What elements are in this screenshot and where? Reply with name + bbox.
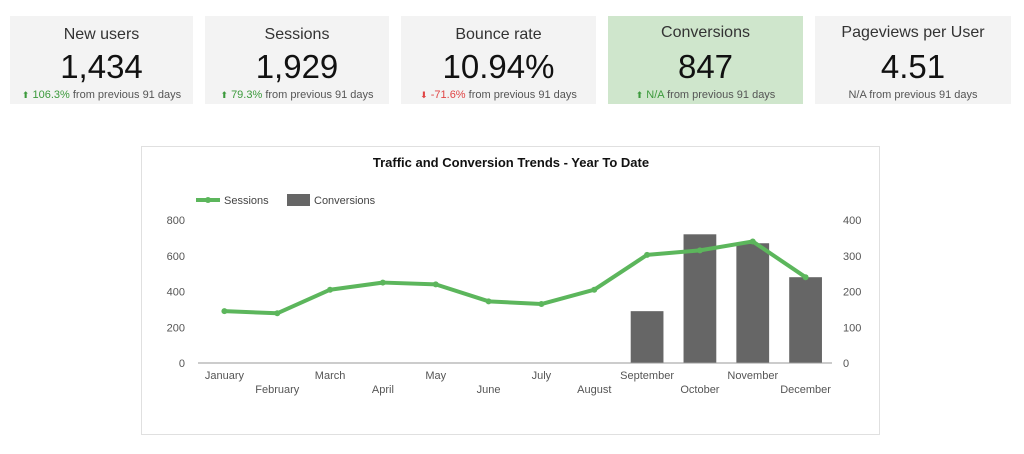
sessions-point[interactable] xyxy=(802,274,809,281)
y-left-tick-label: 600 xyxy=(167,251,185,263)
arrow-up-icon: ⬆ xyxy=(635,90,644,100)
kpi-delta-value: N/A xyxy=(848,89,867,101)
kpi-bounce-rate[interactable]: Bounce rate 10.94% ⬇ -71.6% from previou… xyxy=(401,16,596,104)
kpi-delta-suffix: from previous 91 days xyxy=(72,89,182,101)
sessions-point[interactable] xyxy=(485,298,492,305)
sessions-point[interactable] xyxy=(379,279,386,286)
y-left-tick-label: 400 xyxy=(167,287,185,299)
kpi-value: 1,434 xyxy=(60,48,143,85)
x-tick-label: July xyxy=(532,370,552,382)
kpi-sessions[interactable]: Sessions 1,929 ⬆ 79.3% from previous 91 … xyxy=(205,16,389,104)
conversions-bar[interactable] xyxy=(789,277,822,363)
kpi-delta-value: 79.3% xyxy=(231,89,263,101)
y-right-tick-label: 0 xyxy=(843,358,849,370)
sessions-point[interactable] xyxy=(749,238,756,245)
x-tick-label: December xyxy=(780,384,831,396)
arrow-up-icon: ⬆ xyxy=(220,90,228,100)
kpi-delta-value: N/A xyxy=(646,89,665,101)
kpi-comparison: ⬆ N/A from previous 91 days xyxy=(608,89,803,101)
x-tick-label: November xyxy=(727,370,778,382)
x-tick-label: September xyxy=(620,370,674,382)
conversions-bar[interactable] xyxy=(630,311,664,363)
kpi-label: Bounce rate xyxy=(455,26,542,43)
y-right-tick-label: 400 xyxy=(843,215,861,227)
y-right-tick-label: 300 xyxy=(843,251,861,263)
kpi-comparison: ⬆ 106.3% from previous 91 days xyxy=(10,89,193,101)
kpi-value: 847 xyxy=(677,48,734,85)
y-axis-left: 0 200 400 600 800 xyxy=(167,215,185,370)
legend-conversions-swatch xyxy=(287,194,310,206)
kpi-delta-suffix: from previous 91 days xyxy=(869,89,978,101)
sessions-point[interactable] xyxy=(221,308,228,315)
x-tick-label: February xyxy=(255,384,300,396)
x-tick-label: August xyxy=(577,384,611,396)
kpi-delta-value: -71.6% xyxy=(430,89,466,101)
kpi-comparison: ⬇ -71.6% from previous 91 days xyxy=(401,89,596,101)
arrow-up-icon: ⬆ xyxy=(21,90,30,100)
y-left-tick-label: 200 xyxy=(167,322,185,334)
kpi-delta-suffix: from previous 91 days xyxy=(667,89,776,101)
kpi-value: 1,929 xyxy=(255,48,339,85)
x-tick-label: June xyxy=(477,384,501,396)
conversions-bar[interactable] xyxy=(736,243,770,363)
kpi-conversions[interactable]: Conversions 847 ⬆ N/A from previous 91 d… xyxy=(608,16,803,104)
y-axis-right: 0 100 200 300 400 xyxy=(843,215,861,370)
kpi-label: New users xyxy=(63,26,140,43)
y-left-tick-label: 0 xyxy=(179,358,185,370)
y-left-tick-label: 800 xyxy=(167,215,185,227)
sessions-point[interactable] xyxy=(538,301,545,308)
kpi-delta-value: 106.3% xyxy=(32,89,70,101)
chart-legend[interactable]: Sessions Conversions xyxy=(196,194,376,207)
kpi-comparison: ⬆ 79.3% from previous 91 days xyxy=(205,89,389,101)
x-tick-label: October xyxy=(680,384,719,396)
kpi-new-users[interactable]: New users 1,434 ⬆ 106.3% from previous 9… xyxy=(10,16,193,104)
sessions-point[interactable] xyxy=(644,251,651,258)
sessions-point[interactable] xyxy=(327,286,334,293)
sessions-line xyxy=(221,238,809,317)
x-tick-label: April xyxy=(372,384,394,396)
kpi-delta-suffix: from previous 91 days xyxy=(468,89,577,101)
kpi-label: Pageviews per User xyxy=(841,24,985,41)
sessions-point[interactable] xyxy=(696,247,703,254)
y-right-tick-label: 100 xyxy=(843,322,861,334)
kpi-comparison: N/A from previous 91 days xyxy=(815,89,1011,101)
x-axis-labels: January February March April May June July Augu… xyxy=(205,370,831,396)
kpi-label: Sessions xyxy=(264,26,330,43)
chart-title: Traffic and Conversion Trends - Year To … xyxy=(373,155,649,170)
sessions-point[interactable] xyxy=(591,286,598,293)
conversions-bars xyxy=(630,234,822,363)
x-tick-label: March xyxy=(315,370,346,382)
sessions-point[interactable] xyxy=(274,310,281,317)
y-right-tick-label: 200 xyxy=(843,287,861,299)
sessions-point[interactable] xyxy=(432,281,439,288)
x-tick-label: May xyxy=(425,370,446,382)
conversions-bar[interactable] xyxy=(683,234,717,363)
legend-sessions-marker xyxy=(205,197,211,203)
kpi-pageviews-per-user[interactable]: Pageviews per User 4.51 N/A from previou… xyxy=(815,16,1011,104)
arrow-down-icon: ⬇ xyxy=(420,90,428,100)
legend-sessions-label: Sessions xyxy=(224,195,269,207)
kpi-value: 4.51 xyxy=(880,48,946,85)
sessions-series-line xyxy=(222,239,808,316)
legend-conversions-label: Conversions xyxy=(314,195,376,207)
kpi-value: 10.94% xyxy=(442,48,555,85)
x-tick-label: January xyxy=(205,370,245,382)
kpi-delta-suffix: from previous 91 days xyxy=(265,89,374,101)
traffic-conversion-chart[interactable]: Traffic and Conversion Trends - Year To … xyxy=(142,147,879,434)
kpi-label: Conversions xyxy=(661,24,750,41)
traffic-conversion-chart-panel: Traffic and Conversion Trends - Year To … xyxy=(141,146,880,435)
